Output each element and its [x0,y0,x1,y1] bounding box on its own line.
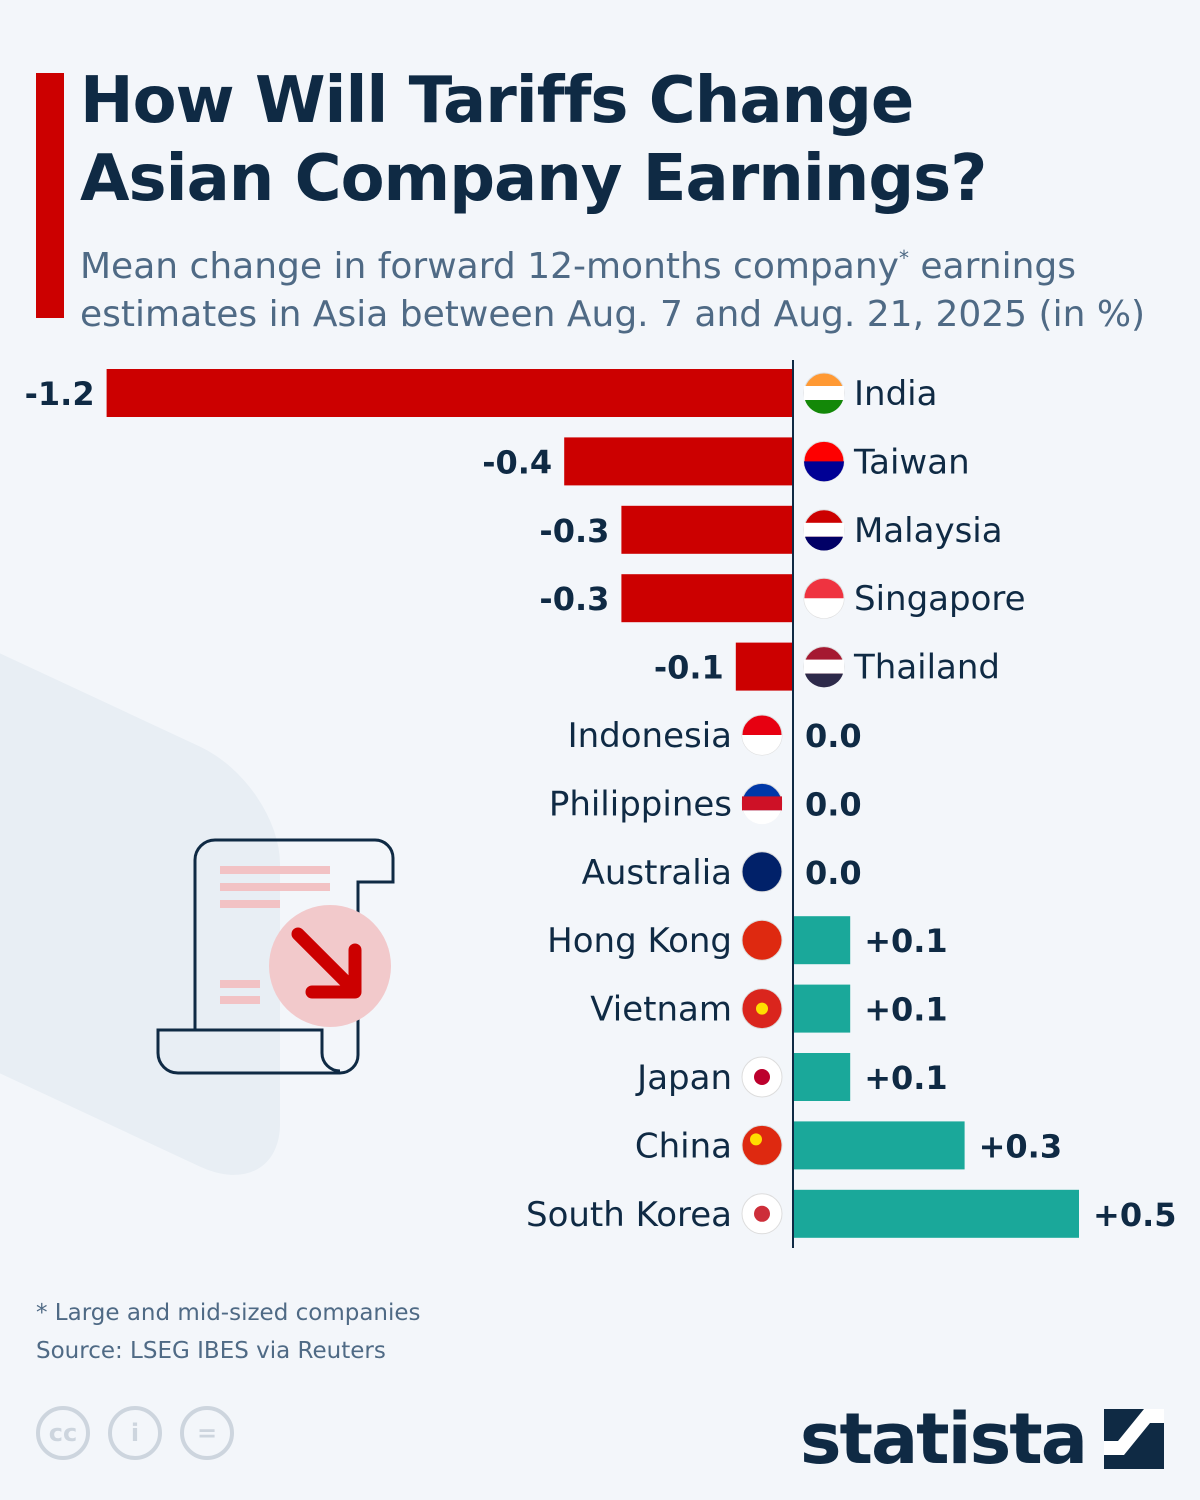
data-label: 0.0 [805,854,862,892]
data-label: +0.5 [1093,1196,1177,1234]
category-label: Philippines [549,784,732,824]
source-text: Source: LSEG IBES via Reuters [36,1338,386,1364]
subtitle-part: Mean change in forward 12-months company [80,246,899,287]
category-label: Taiwan [853,442,970,482]
category-label: China [635,1126,732,1166]
data-label: +0.3 [979,1127,1063,1165]
category-label: Australia [582,853,732,893]
data-label: +0.1 [864,1059,948,1097]
bar [793,916,851,965]
bar [735,642,793,691]
bar-row: Hong Kong +0.1 [547,916,948,965]
flag-icon [803,577,845,619]
subtitle-line-2: estimates in Asia between Aug. 7 and Aug… [80,294,1146,335]
bar-row: Indonesia 0.0 [568,714,862,756]
flag-icon [741,1193,783,1235]
bar-row: Thailand -0.1 [654,642,1000,691]
bar-row: Japan +0.1 [635,1053,948,1101]
category-label: Vietnam [590,990,732,1030]
category-label: Malaysia [854,511,1003,551]
flag-icon [803,509,845,551]
data-label: -0.3 [539,580,609,618]
bar-row: Philippines 0.0 [549,782,862,825]
flag-icon [741,714,783,756]
cc-license-icon[interactable]: cc [36,1406,90,1460]
category-label: South Korea [526,1195,732,1235]
data-label: -0.4 [482,443,552,481]
title-accent-bar [36,73,64,318]
category-label: Thailand [853,648,1000,688]
bar [564,437,793,486]
flag-icon [741,782,783,825]
bar [621,574,793,623]
data-label: +0.1 [864,991,948,1029]
category-label: Japan [635,1058,732,1098]
attribution-icon[interactable]: i [108,1406,162,1460]
title-line-1: How Will Tariffs Change [80,64,914,138]
title-line-2: Asian Company Earnings? [80,142,987,216]
bar [621,505,793,554]
bar-row: India -1.2 [25,369,937,417]
flag-icon [741,1124,783,1166]
bar [793,1053,851,1101]
bar [793,1189,1079,1238]
data-label: -0.3 [539,512,609,550]
flag-icon [741,1056,783,1098]
page-title: How Will Tariffs Change Asian Company Ea… [80,62,987,218]
no-derivatives-icon[interactable]: = [180,1406,234,1460]
bar-row: China +0.3 [635,1121,1063,1170]
category-label: Indonesia [568,716,732,756]
document-illustration [156,838,395,1075]
category-label: Singapore [854,579,1026,619]
flag-icon [741,919,783,961]
category-label: Hong Kong [547,921,732,961]
bar [793,984,851,1033]
data-label: -1.2 [25,375,95,413]
statista-logo[interactable]: statista [800,1398,1164,1480]
flag-icon [803,646,845,688]
bar [106,369,794,417]
flag-icon [803,440,845,482]
footnote: * Large and mid-sized companies [36,1300,421,1326]
bar-row: Singapore -0.3 [539,574,1026,623]
bar [793,1121,965,1170]
bar-row: South Korea +0.5 [526,1189,1177,1238]
bar-row: Malaysia -0.3 [539,505,1003,554]
bar-row: Taiwan -0.4 [482,437,970,486]
data-label: 0.0 [805,717,862,755]
subtitle: Mean change in forward 12-months company… [80,234,1145,339]
bar-row: Australia 0.0 [582,851,862,893]
subtitle-footnote-mark: * [898,246,909,270]
flag-icon [741,988,783,1030]
flag-icon [741,851,783,893]
bar-row: Vietnam +0.1 [590,984,948,1033]
data-label: -0.1 [654,649,724,687]
data-label: 0.0 [805,785,862,823]
subtitle-part: earnings [908,246,1077,287]
data-label: +0.1 [864,922,948,960]
flag-icon [803,372,845,414]
statista-logo-icon [1104,1409,1164,1469]
brand-name: statista [799,1398,1088,1480]
category-label: India [854,374,937,414]
